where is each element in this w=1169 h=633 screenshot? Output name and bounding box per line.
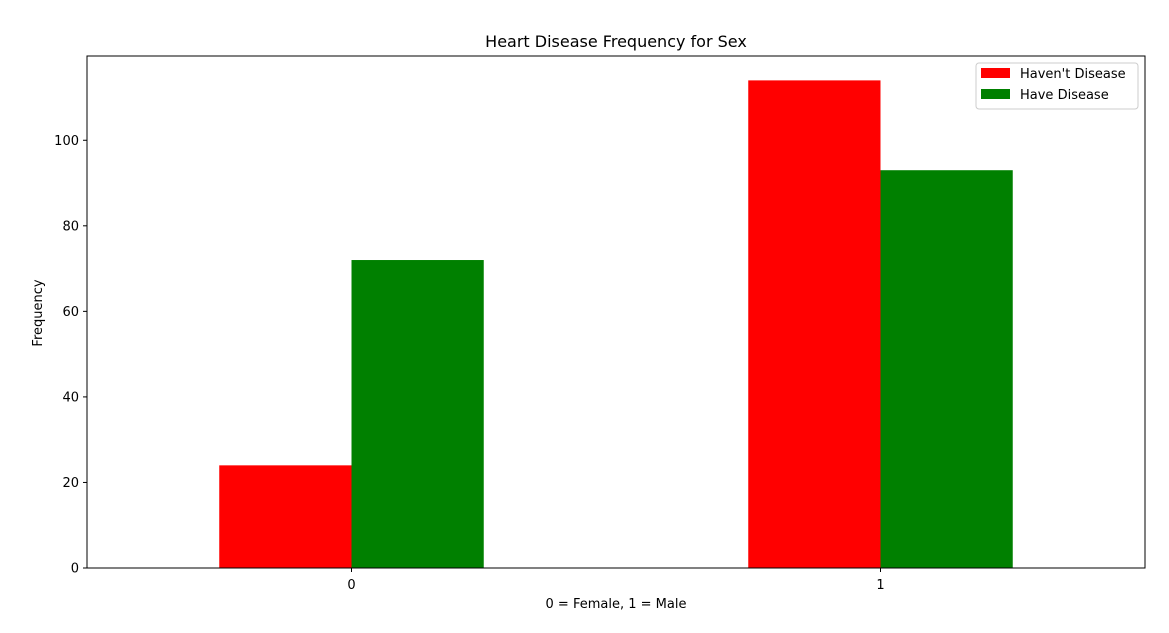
y-axis-label: Frequency (31, 279, 46, 346)
chart-title: Heart Disease Frequency for Sex (485, 32, 747, 51)
x-tick-label: 1 (876, 578, 884, 593)
axes-layer: 0 20 40 60 80 100 0 1 (54, 55, 1146, 593)
bar-have-disease-0 (351, 260, 484, 568)
plot-frame (86, 55, 1146, 569)
y-tick-label: 80 (62, 219, 79, 234)
x-axis-label: 0 = Female, 1 = Male (546, 597, 687, 612)
legend-box (975, 62, 1139, 110)
bars-layer (219, 80, 1013, 569)
y-tick-label: 20 (62, 476, 79, 491)
y-tick-label: 0 (71, 562, 79, 577)
x-tick-label: 0 (347, 578, 355, 593)
y-tick-label: 40 (62, 390, 79, 405)
bar-have-disease-1 (880, 170, 1013, 569)
legend-swatch-have-disease (981, 89, 1010, 99)
y-tick-label: 60 (62, 305, 79, 320)
legend-label-havent-disease: Haven't Disease (1020, 67, 1126, 82)
legend-label-have-disease: Have Disease (1020, 88, 1109, 103)
legend: Haven't Disease Have Disease (975, 62, 1139, 110)
bar-havent-disease-1 (748, 80, 881, 568)
bar-havent-disease-0 (219, 465, 352, 568)
legend-swatch-havent-disease (981, 68, 1010, 78)
y-tick-label: 100 (54, 134, 79, 149)
